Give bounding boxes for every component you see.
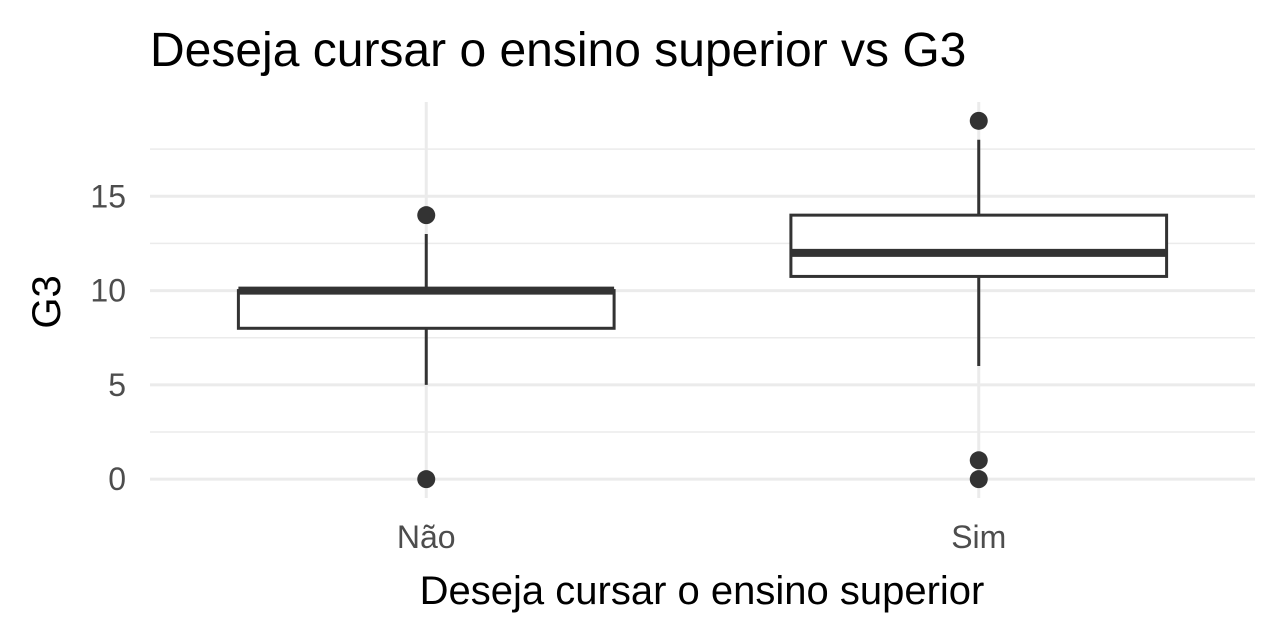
y-tick-label: 0 (108, 461, 126, 497)
x-tick-labels: Não Sim (397, 519, 1006, 555)
x-axis-title: Deseja cursar o ensino superior (420, 569, 985, 613)
outlier-point (417, 206, 436, 225)
box-group (236, 206, 616, 489)
box-iqr (789, 213, 1169, 278)
outlier-point (417, 470, 436, 489)
y-axis-title: G3 (25, 275, 69, 328)
y-tick-label: 5 (108, 367, 126, 403)
y-tick-label: 15 (90, 178, 126, 214)
box-iqr (236, 289, 616, 330)
chart-title: Deseja cursar o ensino superior vs G3 (150, 24, 966, 77)
outlier-point (969, 451, 988, 470)
y-tick-label: 10 (90, 273, 126, 309)
x-tick-label: Não (397, 519, 456, 555)
y-tick-labels: 0 5 10 15 (90, 178, 126, 497)
outlier-point (969, 111, 988, 130)
box-group (789, 111, 1169, 489)
boxes (236, 111, 1169, 489)
x-tick-label: Sim (951, 519, 1006, 555)
outlier-point (969, 470, 988, 489)
